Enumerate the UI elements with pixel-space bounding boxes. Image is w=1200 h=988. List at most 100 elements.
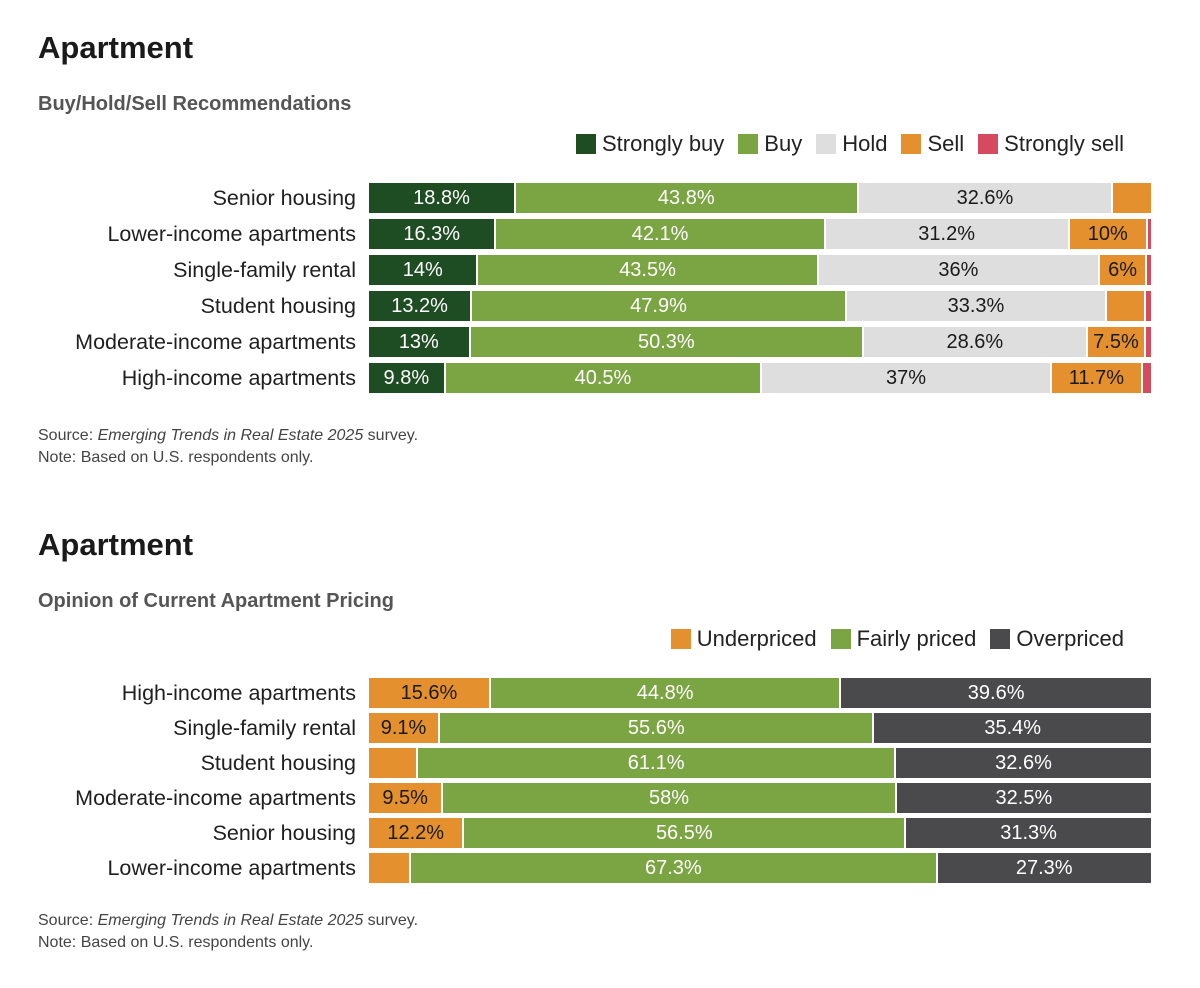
bar-segment-strongly-sell bbox=[1143, 363, 1151, 393]
bar-segment-sell: 7.5% bbox=[1087, 327, 1147, 357]
chart-2-legend: Underpriced Fairly priced Overpriced bbox=[657, 626, 1124, 652]
legend-item-strongly-buy: Strongly buy bbox=[576, 131, 724, 157]
bar-row-single-family-rental: Single-family rental 14% 43.5% 36% 6% bbox=[38, 255, 1152, 285]
bar-track: 67.3% 27.3% bbox=[369, 853, 1151, 883]
legend-label: Underpriced bbox=[696, 626, 817, 651]
bar-segment-overpriced: 35.4% bbox=[874, 713, 1151, 743]
chart-2-footnote: Source: Emerging Trends in Real Estate 2… bbox=[38, 910, 418, 954]
legend-swatch-sell bbox=[901, 134, 922, 154]
bar-segment-strongly-buy: 13% bbox=[369, 327, 471, 357]
data-label: 11.7% bbox=[1068, 366, 1125, 389]
legend-swatch-underpriced bbox=[670, 629, 691, 649]
legend-item-sell: Sell bbox=[901, 131, 964, 157]
data-label: 13.2% bbox=[391, 294, 448, 317]
data-label: 16.3% bbox=[403, 222, 461, 245]
data-label: 31.2% bbox=[918, 222, 976, 245]
legend-item-underpriced: Underpriced bbox=[670, 626, 817, 652]
chart-1-title: Apartment bbox=[38, 30, 194, 65]
bar-segment-hold: 36% bbox=[818, 255, 1101, 285]
source-title: Emerging Trends in Real Estate 2025 bbox=[97, 912, 364, 929]
category-label: High-income apartments bbox=[121, 681, 356, 705]
bar-row-high-income-apartments: High-income apartments 9.8% 40.5% 37% 11.7% bbox=[38, 363, 1152, 393]
bar-row-senior-housing: Senior housing 18.8% 43.8% 32.6% bbox=[38, 183, 1152, 213]
bar-segment-buy: 40.5% bbox=[445, 363, 763, 393]
bar-segment-strongly-sell bbox=[1146, 291, 1151, 321]
bar-segment-sell: 11.7% bbox=[1051, 363, 1144, 393]
category-label: Single-family rental bbox=[173, 258, 356, 282]
legend-label: Hold bbox=[842, 131, 888, 156]
category-label: Student housing bbox=[200, 751, 356, 775]
legend-label: Strongly buy bbox=[602, 131, 725, 156]
bar-segment-strongly-sell bbox=[1147, 255, 1151, 285]
bar-segment-buy: 50.3% bbox=[470, 327, 864, 357]
bar-segment-underpriced: 9.1% bbox=[369, 713, 441, 743]
data-label: 37% bbox=[885, 366, 926, 389]
bar-segment-fairly-priced: 55.6% bbox=[440, 713, 875, 743]
bar-segment-buy: 42.1% bbox=[496, 219, 826, 249]
data-label: 10% bbox=[1087, 222, 1128, 245]
bar-row-lower-income-apartments: Lower-income apartments 16.3% 42.1% 31.2% 10… bbox=[38, 219, 1152, 249]
bar-track: 15.6% 44.8% 39.6% bbox=[369, 678, 1151, 708]
legend-swatch-overpriced bbox=[990, 629, 1011, 649]
data-label: 14% bbox=[402, 258, 443, 281]
bar-segment-strongly-sell bbox=[1146, 327, 1151, 357]
category-label: Moderate-income apartments bbox=[75, 330, 356, 354]
bar-track: 9.5% 58% 32.5% bbox=[369, 783, 1151, 813]
data-label: 42.1% bbox=[631, 222, 689, 245]
bar-segment-hold: 28.6% bbox=[864, 327, 1088, 357]
source-title: Emerging Trends in Real Estate 2025 bbox=[97, 427, 364, 444]
data-label: 40.5% bbox=[574, 366, 632, 389]
bar-track: 9.1% 55.6% 35.4% bbox=[369, 713, 1151, 743]
legend-label: Overpriced bbox=[1016, 626, 1124, 651]
bar-track: 14% 43.5% 36% 6% bbox=[369, 255, 1151, 285]
bar-track: 13% 50.3% 28.6% 7.5% bbox=[369, 327, 1151, 357]
source-suffix: survey. bbox=[363, 427, 419, 444]
bar-track: 18.8% 43.8% 32.6% bbox=[369, 183, 1151, 213]
source-suffix: survey. bbox=[363, 912, 419, 929]
bar-segment-underpriced: 15.6% bbox=[369, 678, 491, 708]
data-label: 12.2% bbox=[387, 821, 445, 844]
bar-segment-fairly-priced: 61.1% bbox=[418, 748, 897, 778]
category-label: Lower-income apartments bbox=[107, 856, 356, 880]
bar-segment-underpriced bbox=[369, 748, 419, 778]
bar-row-senior-housing: Senior housing 12.2% 56.5% 31.3% bbox=[38, 818, 1152, 848]
data-label: 67.3% bbox=[645, 856, 702, 879]
legend-item-buy: Buy bbox=[738, 131, 802, 157]
bar-segment-sell: 6% bbox=[1100, 255, 1148, 285]
data-label: 56.5% bbox=[655, 821, 713, 844]
bar-segment-strongly-buy: 13.2% bbox=[369, 291, 473, 321]
data-label: 47.9% bbox=[630, 294, 687, 317]
bar-segment-fairly-priced: 58% bbox=[443, 783, 897, 813]
legend-swatch-strongly-buy bbox=[576, 134, 596, 154]
source-prefix: Source: bbox=[38, 427, 98, 444]
bar-segment-buy: 47.9% bbox=[472, 291, 847, 321]
bar-segment-overpriced: 27.3% bbox=[937, 853, 1151, 883]
source-prefix: Source: bbox=[38, 912, 98, 929]
chart-2-title: Apartment bbox=[38, 527, 194, 562]
category-label: Lower-income apartments bbox=[107, 222, 356, 246]
bar-segment-fairly-priced: 44.8% bbox=[490, 678, 842, 708]
bar-segment-sell: 10% bbox=[1069, 219, 1148, 249]
legend-label: Sell bbox=[927, 131, 965, 156]
legend-label: Strongly sell bbox=[1004, 131, 1124, 156]
bar-segment-hold: 37% bbox=[762, 363, 1052, 393]
data-label: 28.6% bbox=[946, 330, 1004, 353]
category-label: Moderate-income apartments bbox=[75, 786, 356, 810]
data-label: 7.5% bbox=[1093, 330, 1139, 353]
data-label: 33.3% bbox=[947, 294, 1005, 317]
bar-segment-fairly-priced: 67.3% bbox=[411, 853, 938, 883]
bar-segment-buy: 43.8% bbox=[516, 183, 859, 213]
bar-segment-hold: 31.2% bbox=[825, 219, 1070, 249]
bar-row-single-family-rental: Single-family rental 9.1% 55.6% 35.4% bbox=[38, 713, 1152, 743]
data-label: 9.8% bbox=[383, 366, 430, 389]
data-label: 61.1% bbox=[627, 751, 685, 774]
data-label: 39.6% bbox=[967, 681, 1025, 704]
bar-track: 12.2% 56.5% 31.3% bbox=[369, 818, 1151, 848]
bar-row-student-housing: Student housing 61.1% 32.6% bbox=[38, 748, 1152, 778]
bar-segment-strongly-buy: 9.8% bbox=[369, 363, 446, 393]
chart-1-note: Note: Based on U.S. respondents only. bbox=[38, 449, 314, 466]
legend-swatch-fairly-priced bbox=[830, 629, 851, 649]
data-label: 32.6% bbox=[995, 751, 1052, 774]
data-label: 58% bbox=[649, 786, 690, 809]
category-label: High-income apartments bbox=[121, 366, 356, 390]
